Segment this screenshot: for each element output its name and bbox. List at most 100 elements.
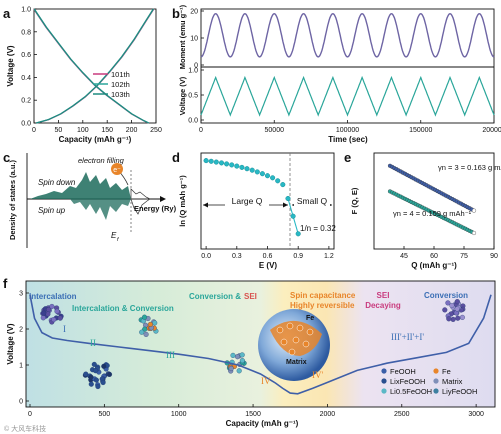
sphere-fe-label: Fe bbox=[306, 315, 314, 322]
cluster-particle bbox=[446, 316, 452, 322]
electron-symbol: e⁻ bbox=[113, 167, 121, 174]
panel-label-d: d bbox=[172, 150, 180, 165]
b-xtick-label: 150000 bbox=[409, 127, 432, 134]
cluster-particle bbox=[143, 331, 149, 337]
d-data-point bbox=[239, 164, 245, 170]
e-xtick-label: 75 bbox=[460, 253, 468, 260]
sphere-li-ion bbox=[276, 326, 284, 334]
large-q-label-bg bbox=[225, 195, 269, 208]
cluster-particle bbox=[51, 317, 57, 323]
cluster-particle bbox=[236, 368, 242, 374]
cluster-particle bbox=[239, 352, 245, 358]
fermi-level-subscript: f bbox=[117, 237, 119, 243]
stage-roman-4-prime: IV' bbox=[312, 370, 323, 380]
panel-d-ylabel: ln (Q mAh g⁻¹) bbox=[178, 175, 187, 227]
f-xtick-label: 2000 bbox=[320, 411, 336, 418]
legend-matrix: Matrix bbox=[442, 377, 463, 386]
cluster-particle bbox=[91, 361, 97, 367]
f-ytick-label: 2 bbox=[19, 327, 23, 334]
panel-f-frame bbox=[25, 280, 496, 408]
stage-highly-reversible: Highly reversible bbox=[290, 301, 355, 310]
a-ytick-label: 1.0 bbox=[21, 7, 31, 14]
d-data-point bbox=[203, 158, 209, 164]
stage-sei: SEI bbox=[244, 292, 257, 301]
d-data-point bbox=[275, 178, 281, 184]
panel-d-points bbox=[203, 158, 301, 237]
panel-c-xaxis-arrow bbox=[160, 196, 166, 202]
panel-b-xlabel: Time (sec) bbox=[328, 135, 368, 144]
electron-filling-label: electron filling bbox=[78, 156, 125, 165]
panel-a-xlabel: Capacity (mAh g⁻¹) bbox=[59, 135, 132, 144]
a-discharge-101th bbox=[33, 8, 149, 124]
large-q-label: Large Q bbox=[232, 196, 263, 206]
panel-a-ylabel: Voltage (V) bbox=[6, 45, 15, 87]
cluster-particle bbox=[101, 363, 107, 369]
legend-dot-fe bbox=[433, 368, 439, 374]
panel-d-ticks: 0.0 0.3 0.6 0.9 1.2 bbox=[201, 246, 334, 260]
legend-dot-liyfeooh bbox=[433, 388, 439, 394]
sphere-li-ion bbox=[280, 338, 288, 346]
a-xtick-label: 0 bbox=[32, 127, 36, 134]
panel-f-legend: FeOOH Fe LixFeOOH Matrix Li0.5FeOOH LiyF… bbox=[381, 367, 477, 396]
cluster-particle bbox=[139, 329, 145, 335]
cluster-particle bbox=[239, 358, 245, 364]
dos-spin-down-empty bbox=[130, 188, 151, 200]
cluster-particle bbox=[141, 314, 148, 320]
cluster-particle bbox=[93, 377, 99, 383]
d-data-point bbox=[254, 169, 260, 175]
voltage-profile-curve bbox=[29, 294, 492, 395]
cluster-particle bbox=[442, 307, 448, 313]
cluster-particle bbox=[41, 310, 47, 316]
panel-label-a: a bbox=[3, 6, 11, 21]
a-discharge-103th bbox=[33, 8, 150, 124]
cluster-particle bbox=[54, 308, 60, 314]
cluster-particle bbox=[449, 302, 455, 309]
cluster-particle bbox=[454, 299, 460, 305]
a-discharge-102th bbox=[33, 8, 149, 124]
cluster-particle bbox=[49, 303, 55, 310]
cluster-conversion-small bbox=[138, 314, 159, 337]
legend-label-103th: 103th bbox=[111, 90, 130, 99]
cluster-particle bbox=[95, 383, 101, 390]
gamma-n3-label: γn = 3 = 0.163 g mAh⁻¹ bbox=[438, 163, 501, 172]
d-data-point bbox=[290, 213, 296, 219]
legend-fe: Fe bbox=[442, 367, 451, 376]
stage-sei-2: SEI bbox=[377, 291, 390, 300]
legend-feooh: FeOOH bbox=[390, 367, 416, 376]
dos-spin-down-filled bbox=[30, 172, 131, 199]
b-voltage-curve bbox=[200, 75, 495, 117]
cluster-particle bbox=[230, 352, 236, 358]
d-xtick-label: 0.0 bbox=[201, 253, 211, 260]
cluster-particle bbox=[88, 374, 94, 380]
a-ytick-label: 0.2 bbox=[21, 98, 31, 105]
b-xtick-label: 50000 bbox=[265, 127, 285, 134]
a-ytick-label: 0.4 bbox=[21, 75, 31, 82]
panel-a-ticks: 0 50 100 150 200 250 0.0 0.2 0.4 0.6 0.8 1.0 bbox=[21, 7, 162, 135]
panel-label-b: b bbox=[172, 6, 180, 21]
legend-dot-feooh bbox=[381, 368, 387, 374]
cluster-particle bbox=[459, 314, 465, 320]
panel-b-ylabel-top: Moment (emu g⁻¹) bbox=[178, 4, 187, 69]
sphere-li-ion bbox=[286, 322, 294, 330]
stage-roman-3-2-1-prime: III'+II'+I' bbox=[391, 332, 424, 342]
d-xtick-label: 1.2 bbox=[324, 253, 334, 260]
d-data-point bbox=[244, 166, 250, 172]
sphere-matrix-label: Matrix bbox=[286, 359, 307, 366]
d-data-point bbox=[264, 173, 271, 179]
e-xtick-label: 90 bbox=[490, 253, 498, 260]
large-q-arrowhead-left bbox=[203, 202, 208, 208]
cluster-particle bbox=[455, 315, 461, 321]
stage-intercalation-conversion: Intercalation & Conversion bbox=[72, 304, 174, 313]
legend-label-102th: 102th bbox=[111, 80, 130, 89]
d-data-point bbox=[259, 171, 265, 177]
a-xtick-label: 50 bbox=[55, 127, 63, 134]
d-data-point bbox=[249, 167, 255, 173]
spin-down-label: Spin down bbox=[38, 178, 76, 187]
panel-label-f: f bbox=[3, 276, 8, 291]
sphere-li-ion bbox=[292, 336, 300, 344]
panel-e-xlabel: Q (mAh g⁻¹) bbox=[411, 261, 457, 270]
panel-a-curves bbox=[33, 8, 155, 124]
cluster-particle bbox=[450, 316, 456, 322]
legend-lixfeooh: LixFeOOH bbox=[390, 377, 425, 386]
